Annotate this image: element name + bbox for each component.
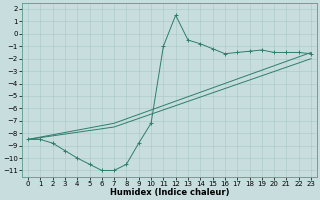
X-axis label: Humidex (Indice chaleur): Humidex (Indice chaleur) xyxy=(110,188,229,197)
